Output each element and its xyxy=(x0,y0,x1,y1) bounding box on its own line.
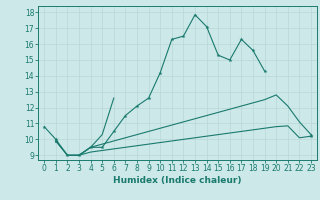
X-axis label: Humidex (Indice chaleur): Humidex (Indice chaleur) xyxy=(113,176,242,185)
